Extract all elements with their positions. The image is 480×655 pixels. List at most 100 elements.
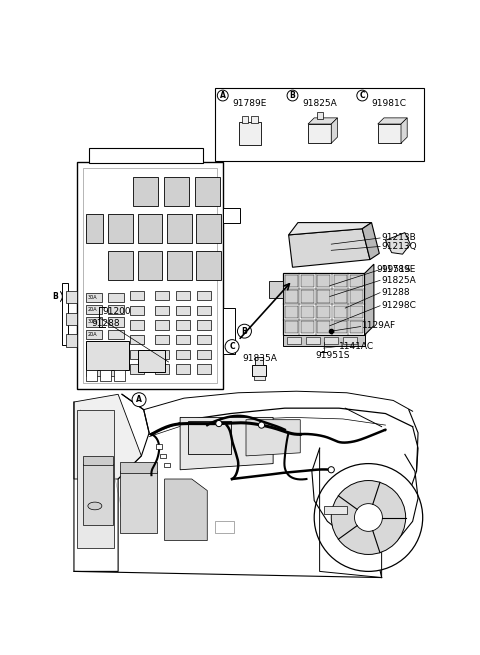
Text: 91789E: 91789E [233,99,267,107]
Bar [108,251,133,280]
Bar [130,335,144,345]
Bar [301,275,314,288]
Circle shape [328,466,335,473]
Bar [197,335,211,345]
Bar [255,358,263,365]
Bar [66,334,77,346]
Bar [223,308,235,354]
Circle shape [238,324,252,338]
Bar [334,290,347,303]
Bar [283,273,365,335]
Text: C: C [360,91,365,100]
Bar [287,337,301,345]
Bar [155,364,168,373]
Bar [114,371,125,381]
Bar [137,251,162,280]
Bar [77,409,114,548]
Bar [176,335,190,345]
Text: 91213B: 91213B [382,233,416,242]
Bar [167,251,192,280]
Polygon shape [365,264,374,335]
Bar [86,317,102,327]
Text: 91200: 91200 [103,307,131,316]
Text: 20A: 20A [88,307,97,312]
Bar [108,354,123,364]
Bar [137,350,165,372]
Text: B: B [241,327,247,335]
Text: B: B [52,292,58,301]
Polygon shape [180,417,273,470]
Bar [301,306,314,318]
Text: 91951S: 91951S [316,351,350,360]
Bar [195,177,220,206]
Text: 1141AC: 1141AC [339,342,374,351]
Bar [215,521,234,533]
Bar [176,364,190,373]
Circle shape [287,90,298,101]
Bar [108,214,133,244]
Text: 30A: 30A [88,295,97,300]
Circle shape [314,464,423,571]
Text: 91288: 91288 [91,319,120,328]
Bar [334,306,347,318]
Bar [196,251,221,280]
Circle shape [225,340,239,354]
Bar [176,350,190,359]
Circle shape [258,422,264,428]
Text: 91951S: 91951S [376,265,410,274]
Bar [164,177,189,206]
Text: C: C [229,342,235,351]
Bar [120,462,157,473]
Circle shape [132,393,146,407]
Text: 91981C: 91981C [372,99,407,107]
Bar [137,214,162,244]
Bar [223,208,240,223]
Bar [108,342,123,351]
Bar [130,320,144,329]
Bar [176,291,190,301]
Bar [324,337,338,345]
Circle shape [355,504,383,531]
Bar [108,305,123,314]
Bar [254,376,264,381]
Bar [86,342,102,351]
Text: 91298C: 91298C [382,301,417,310]
Text: 91288: 91288 [382,288,410,297]
Polygon shape [246,420,300,456]
Bar [316,113,323,119]
Bar [100,371,111,381]
Polygon shape [74,394,142,479]
Text: 91789E: 91789E [382,265,416,274]
Polygon shape [362,223,379,259]
Circle shape [217,90,228,101]
Bar [197,350,211,359]
Bar [285,290,298,303]
Bar [188,421,230,454]
Polygon shape [385,233,410,254]
Text: A: A [136,395,142,404]
Circle shape [331,481,406,555]
Text: 30A: 30A [88,320,97,324]
Bar [155,320,168,329]
Text: A: A [220,91,226,100]
Bar [317,321,330,333]
Bar [108,317,123,327]
Bar [77,162,223,389]
Bar [86,293,102,302]
Bar [108,293,123,302]
Bar [269,281,283,298]
Bar [86,371,97,381]
Bar [197,320,211,329]
Circle shape [357,90,368,101]
Text: B: B [289,91,295,100]
Bar [215,88,424,161]
Bar [285,306,298,318]
Bar [252,115,258,123]
Polygon shape [288,229,370,267]
Bar [108,329,123,339]
Polygon shape [308,118,337,124]
Bar [308,124,331,143]
Bar [176,306,190,315]
Text: 91213Q: 91213Q [382,242,417,251]
Polygon shape [401,118,407,143]
